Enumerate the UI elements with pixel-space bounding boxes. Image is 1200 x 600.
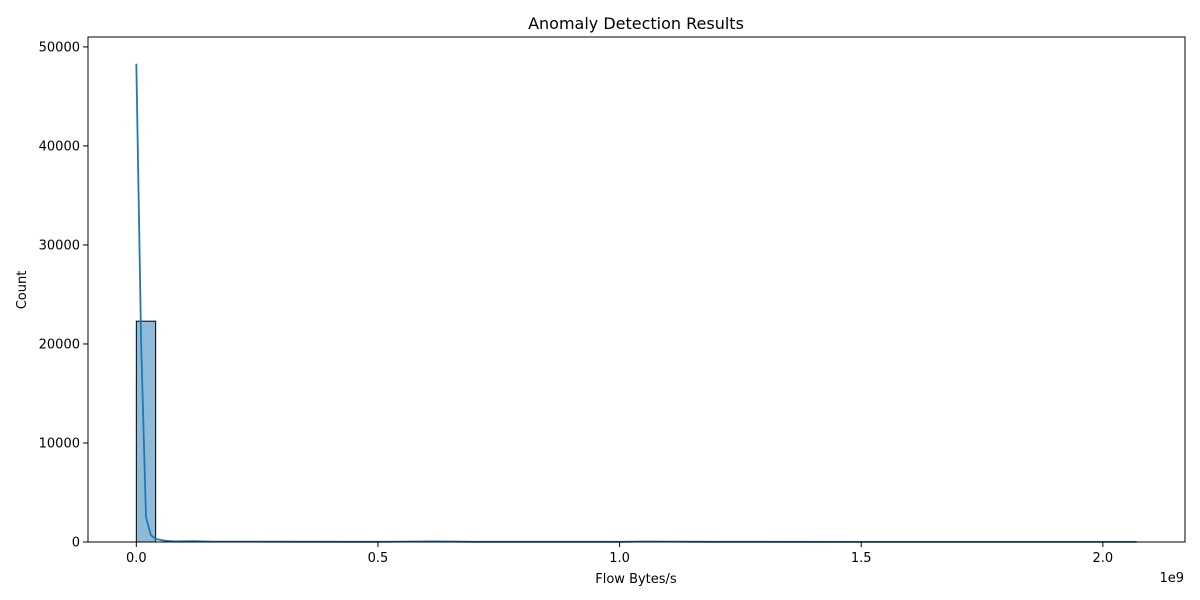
chart-title: Anomaly Detection Results	[528, 14, 744, 33]
y-tick-label: 20000	[39, 337, 80, 352]
x-tick-label: 2.0	[1093, 551, 1114, 566]
x-axis-label: Flow Bytes/s	[595, 572, 677, 587]
plot-frame	[87, 36, 1186, 543]
y-tick-label: 10000	[39, 436, 80, 451]
y-tick-label: 50000	[39, 40, 80, 55]
x-tick-label: 0.5	[368, 551, 389, 566]
axes-layer: 0.0 0.5 1.0 1.5 2.0 0 10000 20000 30000 40000 5000…	[39, 36, 1186, 566]
text-layer: Anomaly Detection Results Flow Bytes/s C…	[15, 14, 1184, 587]
y-tick-label: 30000	[39, 238, 80, 253]
y-axis-label: Count	[15, 271, 30, 310]
x-tick-label: 0.0	[126, 551, 147, 566]
y-tick-label: 40000	[39, 139, 80, 154]
kde-line	[135, 63, 1137, 543]
y-tick-label: 0	[72, 536, 80, 551]
x-axis-offset-label: 1e9	[1159, 571, 1184, 586]
kde-layer	[135, 63, 1137, 543]
x-tick-label: 1.5	[851, 551, 872, 566]
x-tick-label: 1.0	[609, 551, 630, 566]
